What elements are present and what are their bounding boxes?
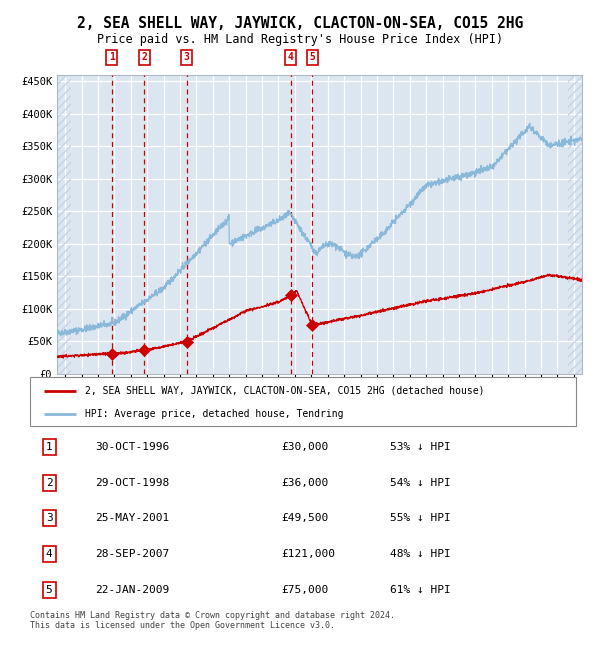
Text: HPI: Average price, detached house, Tendring: HPI: Average price, detached house, Tend… bbox=[85, 409, 343, 419]
Text: 2: 2 bbox=[46, 478, 52, 488]
Text: 3: 3 bbox=[46, 514, 52, 523]
Text: 3: 3 bbox=[184, 52, 190, 62]
Text: £121,000: £121,000 bbox=[281, 549, 335, 559]
Text: 5: 5 bbox=[310, 52, 315, 62]
Text: 4: 4 bbox=[46, 549, 52, 559]
Text: 28-SEP-2007: 28-SEP-2007 bbox=[95, 549, 170, 559]
Text: 2, SEA SHELL WAY, JAYWICK, CLACTON-ON-SEA, CO15 2HG: 2, SEA SHELL WAY, JAYWICK, CLACTON-ON-SE… bbox=[77, 16, 523, 31]
Text: 48% ↓ HPI: 48% ↓ HPI bbox=[391, 549, 451, 559]
Text: 1: 1 bbox=[109, 52, 115, 62]
Bar bbox=[568, 75, 582, 374]
Text: 61% ↓ HPI: 61% ↓ HPI bbox=[391, 585, 451, 595]
Text: 5: 5 bbox=[46, 585, 52, 595]
Text: 30-OCT-1996: 30-OCT-1996 bbox=[95, 442, 170, 452]
Text: £36,000: £36,000 bbox=[281, 478, 328, 488]
FancyBboxPatch shape bbox=[30, 377, 576, 426]
Text: £30,000: £30,000 bbox=[281, 442, 328, 452]
Text: 29-OCT-1998: 29-OCT-1998 bbox=[95, 478, 170, 488]
Text: 1: 1 bbox=[46, 442, 52, 452]
Text: 2, SEA SHELL WAY, JAYWICK, CLACTON-ON-SEA, CO15 2HG (detached house): 2, SEA SHELL WAY, JAYWICK, CLACTON-ON-SE… bbox=[85, 385, 484, 396]
Text: 25-MAY-2001: 25-MAY-2001 bbox=[95, 514, 170, 523]
Text: Price paid vs. HM Land Registry's House Price Index (HPI): Price paid vs. HM Land Registry's House … bbox=[97, 32, 503, 46]
Text: Contains HM Land Registry data © Crown copyright and database right 2024.
This d: Contains HM Land Registry data © Crown c… bbox=[30, 611, 395, 630]
Bar bbox=[57, 75, 71, 374]
Text: £75,000: £75,000 bbox=[281, 585, 328, 595]
Text: 55% ↓ HPI: 55% ↓ HPI bbox=[391, 514, 451, 523]
Text: 2: 2 bbox=[142, 52, 148, 62]
Text: 54% ↓ HPI: 54% ↓ HPI bbox=[391, 478, 451, 488]
Text: 22-JAN-2009: 22-JAN-2009 bbox=[95, 585, 170, 595]
Text: 53% ↓ HPI: 53% ↓ HPI bbox=[391, 442, 451, 452]
Text: £49,500: £49,500 bbox=[281, 514, 328, 523]
Text: 4: 4 bbox=[287, 52, 293, 62]
